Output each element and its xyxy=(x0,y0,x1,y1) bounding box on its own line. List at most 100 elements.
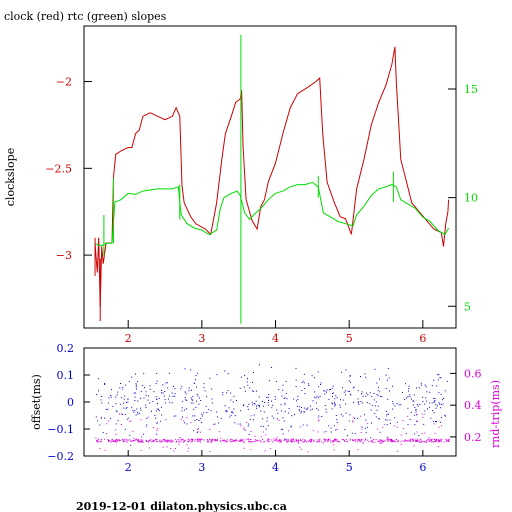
rnd-trip-point xyxy=(214,423,216,425)
rnd-trip-point xyxy=(377,440,379,442)
offset-point xyxy=(336,397,338,399)
rnd-trip-point xyxy=(115,429,117,431)
offset-point xyxy=(211,388,213,390)
offset-point xyxy=(115,410,117,412)
rnd-trip-point xyxy=(160,441,162,443)
offset-point xyxy=(197,395,199,397)
top-x-tick-label: 2 xyxy=(125,332,132,345)
rnd-trip-point xyxy=(387,438,389,440)
offset-point xyxy=(296,400,297,402)
rnd-trip-point xyxy=(374,441,376,443)
offset-point xyxy=(240,410,242,412)
offset-point xyxy=(304,388,306,389)
offset-point xyxy=(385,388,387,389)
offset-point xyxy=(408,388,410,389)
offset-point xyxy=(284,402,286,404)
offset-point xyxy=(407,396,409,398)
offset-point xyxy=(203,412,205,414)
rnd-trip-point xyxy=(141,436,143,438)
rnd-trip-point xyxy=(289,440,291,442)
top-y2-tick-label: 5 xyxy=(464,300,471,313)
offset-point xyxy=(173,386,174,387)
rnd-trip-point xyxy=(234,441,236,443)
offset-point xyxy=(345,403,347,405)
rnd-trip-point xyxy=(447,439,449,441)
rnd-trip-point xyxy=(344,441,346,442)
rnd-trip-point xyxy=(370,440,372,442)
offset-point xyxy=(271,404,273,406)
offset-point xyxy=(182,416,183,418)
offset-point xyxy=(299,406,301,408)
offset-point xyxy=(365,395,367,397)
rnd-trip-point xyxy=(279,440,280,442)
rnd-trip-point xyxy=(145,440,147,441)
rnd-trip-point xyxy=(170,448,172,449)
offset-point xyxy=(365,376,367,378)
offset-point xyxy=(195,375,197,377)
top-plot: clockslope 2 3 4 5 6 −2 −2.5 −3 5 10 15 xyxy=(4,25,478,345)
offset-point xyxy=(203,383,205,385)
offset-point xyxy=(252,381,253,383)
rnd-trip-point xyxy=(387,440,389,442)
offset-point xyxy=(251,401,253,403)
rnd-trip-point xyxy=(327,440,329,442)
rnd-trip-point xyxy=(379,442,381,444)
rnd-trip-point xyxy=(387,440,389,442)
offset-point xyxy=(210,410,212,412)
bottom-x-tick-label: 5 xyxy=(346,461,353,474)
offset-point xyxy=(196,432,198,433)
rnd-trip-point xyxy=(407,415,409,417)
bottom-y2-axis-label: rnd-trip(ms) xyxy=(489,380,502,448)
rnd-trip-point xyxy=(310,439,312,441)
rnd-trip-point xyxy=(276,440,278,442)
offset-point xyxy=(249,418,251,420)
offset-point xyxy=(125,384,127,386)
rnd-trip-point xyxy=(152,439,154,441)
rnd-trip-point xyxy=(187,450,189,452)
offset-point xyxy=(107,408,109,410)
offset-point xyxy=(242,405,244,406)
offset-point xyxy=(349,375,351,377)
rnd-trip-point xyxy=(292,439,294,441)
offset-point xyxy=(140,390,142,392)
offset-point xyxy=(123,407,125,409)
rnd-trip-point xyxy=(207,439,208,441)
offset-point xyxy=(171,402,173,404)
rnd-trip-point xyxy=(421,433,423,435)
rnd-trip-point xyxy=(151,441,153,443)
rnd-trip-point xyxy=(198,438,200,440)
offset-point xyxy=(440,407,442,409)
rnd-trip-point xyxy=(334,439,336,441)
rnd-trip-point xyxy=(142,439,144,441)
rnd-trip-point xyxy=(148,440,149,442)
offset-point xyxy=(392,385,394,387)
offset-point xyxy=(379,391,381,393)
rnd-trip-point xyxy=(336,440,338,442)
rnd-trip-point xyxy=(335,438,337,440)
offset-point xyxy=(112,405,114,407)
offset-point xyxy=(379,378,380,380)
rnd-trip-point xyxy=(140,449,142,451)
offset-point xyxy=(305,408,307,410)
offset-point xyxy=(101,402,103,404)
rnd-trip-point xyxy=(352,440,354,441)
rnd-trip-point xyxy=(183,441,185,442)
offset-point xyxy=(139,412,141,414)
offset-point xyxy=(142,433,144,435)
rnd-trip-point xyxy=(188,439,190,441)
rnd-trip-point xyxy=(356,439,358,441)
offset-point xyxy=(370,409,372,411)
rnd-trip-point xyxy=(147,416,149,418)
offset-point xyxy=(206,412,208,413)
rnd-trip-point xyxy=(297,439,299,441)
offset-point xyxy=(216,411,218,413)
rnd-trip-point xyxy=(272,441,274,443)
rnd-trip-point xyxy=(365,438,367,440)
offset-point xyxy=(376,393,378,395)
rnd-trip-point xyxy=(141,441,143,443)
rnd-trip-point xyxy=(279,438,281,440)
bottom-y2-tick-label: 0.4 xyxy=(464,399,482,412)
offset-point xyxy=(351,432,353,434)
rnd-trip-point xyxy=(126,441,128,443)
offset-point xyxy=(169,401,171,403)
